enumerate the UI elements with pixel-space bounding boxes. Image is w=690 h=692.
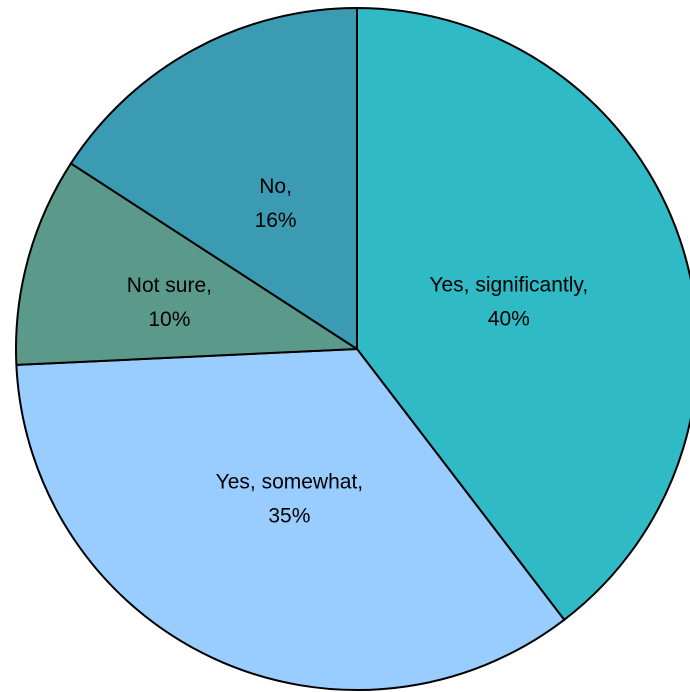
pie-label-category: Yes, somewhat, — [216, 470, 363, 493]
pie-label-category: Yes, significantly, — [429, 274, 588, 297]
pie-slice-no — [69, 7, 358, 350]
pie-label-category: No, — [259, 175, 292, 198]
pie-slice-yes-significantly — [356, 7, 690, 621]
pie-label-value: 35% — [268, 504, 310, 527]
pie-label-no: No, 16% — [255, 175, 297, 232]
pie-label-category: Not sure, — [127, 274, 212, 297]
pie-label-value: 10% — [148, 308, 190, 331]
pie-labels: Yes, significantly, 40% Yes, somewhat, 35% N… — [127, 175, 588, 527]
pie-slices — [15, 7, 690, 691]
pie-label-yes-significantly: Yes, significantly, 40% — [429, 274, 588, 331]
pie-slice-yes-somewhat — [15, 348, 566, 691]
pie-label-yes-somewhat: Yes, somewhat, 35% — [216, 470, 363, 527]
pie-label-value: 16% — [255, 209, 297, 232]
pie-label-not-sure: Not sure, 10% — [127, 274, 212, 331]
pie-slice-not-sure — [15, 162, 358, 366]
pie-label-value: 40% — [488, 308, 530, 331]
